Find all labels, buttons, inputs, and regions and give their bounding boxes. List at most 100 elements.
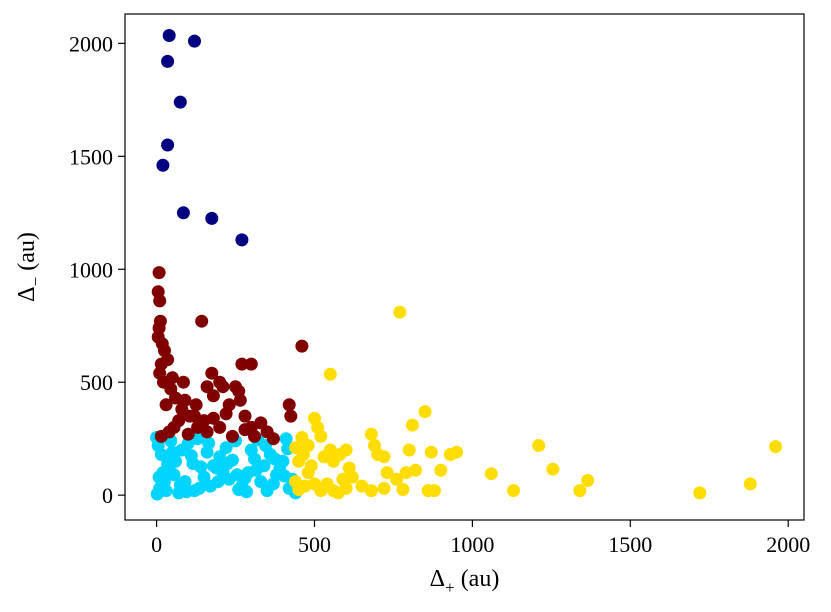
data-point: [195, 314, 209, 328]
data-point: [331, 486, 345, 500]
data-point: [213, 420, 227, 434]
data-point: [200, 425, 214, 439]
data-point: [364, 427, 378, 441]
data-point: [165, 445, 179, 459]
data-point: [296, 448, 310, 461]
data-point: [162, 29, 176, 42]
data-point: [178, 393, 192, 407]
data-point: [216, 380, 230, 394]
data-point: [380, 466, 394, 480]
data-point: [176, 206, 190, 220]
data-point: [377, 450, 391, 464]
data-point: [278, 469, 291, 483]
data-point: [211, 475, 225, 489]
data-point: [200, 380, 214, 394]
data-point: [396, 483, 410, 496]
data-point: [221, 457, 235, 470]
data-point: [402, 443, 416, 457]
data-point: [167, 420, 181, 434]
data-point: [189, 398, 203, 412]
data-point: [339, 443, 353, 457]
data-point: [546, 462, 560, 476]
data-point: [282, 398, 296, 412]
data-point: [743, 477, 757, 491]
data-point: [507, 484, 520, 498]
data-point: [154, 429, 168, 443]
data-point: [345, 470, 359, 484]
data-point: [424, 445, 438, 459]
data-point: [161, 54, 175, 68]
x-tick-label: 1000: [450, 532, 494, 557]
data-point: [205, 211, 219, 225]
data-point: [532, 439, 546, 452]
data-point: [153, 294, 167, 308]
data-point: [279, 432, 293, 446]
y-tick-label: 1000: [69, 257, 113, 282]
data-point: [159, 398, 173, 412]
data-point: [314, 429, 328, 443]
data-point: [254, 416, 268, 430]
data-point: [390, 472, 404, 486]
data-point: [222, 398, 236, 412]
data-point: [298, 479, 312, 493]
data-point: [173, 95, 187, 109]
data-point: [434, 463, 448, 477]
points-layer: [150, 29, 783, 501]
data-point: [377, 481, 391, 495]
x-tick-label: 0: [151, 532, 162, 557]
data-point: [188, 34, 201, 48]
data-point: [165, 371, 179, 385]
y-axis-ticks: 0 500 1000 1500 2000: [69, 31, 125, 508]
data-point: [450, 445, 464, 459]
data-point: [238, 423, 252, 437]
data-point: [235, 357, 249, 371]
data-point: [268, 452, 282, 466]
data-point: [240, 485, 254, 499]
data-point: [244, 443, 258, 457]
data-point: [769, 440, 783, 454]
data-point: [186, 457, 200, 470]
data-point: [266, 432, 280, 446]
y-tick-label: 500: [80, 370, 113, 395]
data-point: [156, 158, 170, 172]
data-point: [206, 411, 220, 425]
data-point: [161, 138, 175, 152]
y-tick-label: 1500: [69, 144, 113, 169]
data-point: [238, 409, 252, 423]
data-point: [159, 484, 173, 498]
data-point: [181, 427, 195, 441]
data-point: [197, 470, 211, 484]
x-tick-label: 2000: [766, 532, 810, 557]
data-point: [172, 486, 186, 500]
data-point: [266, 477, 280, 491]
data-point: [295, 339, 309, 353]
data-point: [154, 448, 168, 461]
data-point: [323, 367, 337, 381]
y-tick-label: 0: [102, 483, 113, 508]
data-point: [317, 450, 331, 464]
data-point: [284, 409, 298, 423]
data-point: [320, 477, 334, 491]
plot-frame: [124, 13, 805, 521]
data-point: [248, 429, 261, 443]
x-axis-label: Δ+ (au): [430, 566, 500, 597]
data-point: [232, 384, 246, 398]
data-point: [249, 463, 263, 477]
y-axis-label: Δ− (au): [14, 232, 45, 302]
data-point: [405, 418, 419, 432]
data-point: [355, 479, 369, 493]
data-point: [176, 375, 190, 389]
data-point: [304, 459, 318, 473]
data-point: [581, 474, 595, 487]
x-tick-label: 500: [298, 532, 331, 557]
data-point: [484, 467, 498, 481]
x-tick-label: 1500: [608, 532, 652, 557]
data-point: [235, 233, 249, 247]
data-point: [152, 266, 166, 280]
data-point: [202, 436, 216, 450]
data-point: [206, 389, 220, 403]
data-point: [409, 463, 422, 477]
data-point: [219, 441, 233, 455]
data-point: [418, 405, 432, 419]
data-point: [693, 486, 707, 500]
